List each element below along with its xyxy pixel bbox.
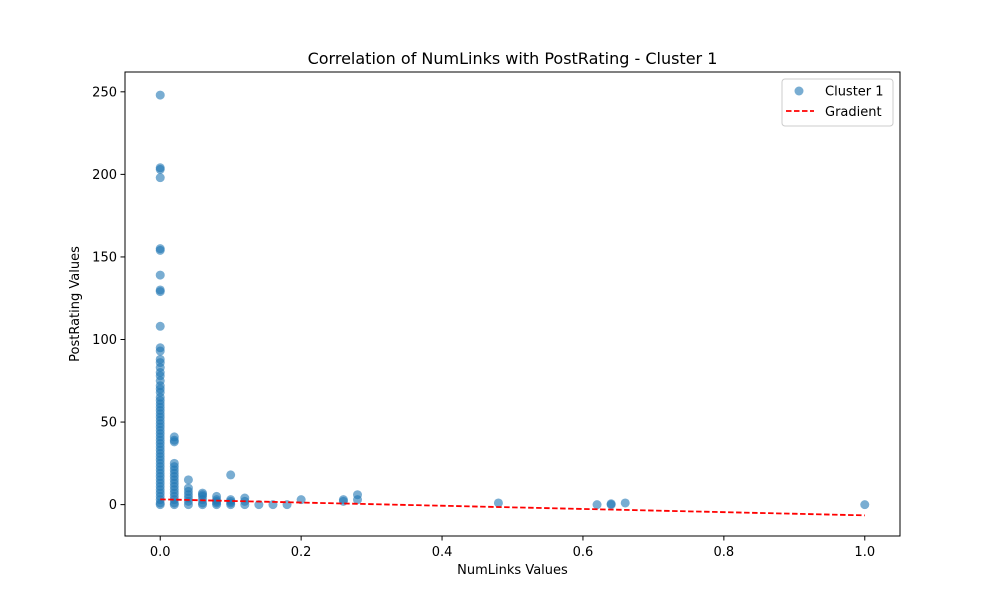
y-axis-ticks: 0 50 100 150 200 250 [92, 85, 125, 513]
y-tick-label-4: 200 [92, 168, 117, 183]
gradient-line [160, 498, 865, 517]
scatter-point-111 [860, 500, 870, 510]
scatter-point-6 [155, 270, 165, 280]
x-tick-label-4: 0.8 [714, 545, 735, 560]
x-tick-label-5: 1.0 [854, 545, 875, 560]
x-tick-label-1: 0.2 [291, 545, 312, 560]
scatter-point-5 [155, 245, 165, 255]
x-axis-label: NumLinks Values [457, 563, 568, 578]
scatter-point-94 [226, 500, 236, 510]
x-tick-label-2: 0.4 [432, 545, 453, 560]
scatter-point-106 [493, 498, 503, 508]
y-axis-label: PostRating Values [68, 246, 83, 362]
scatter-point-71 [169, 500, 179, 510]
y-tick-label-0: 0 [109, 498, 117, 513]
scatter-point-84 [198, 500, 207, 510]
scatter-point-0 [155, 90, 165, 100]
scatter-point-8 [155, 287, 165, 297]
scatter-point-9 [155, 321, 165, 331]
plot-area-frame [124, 71, 901, 537]
scatter-point-105 [353, 495, 362, 505]
scatter-point-3 [155, 173, 165, 183]
scatter-point-2 [155, 164, 165, 174]
scatter-point-57 [169, 437, 179, 447]
legend: Cluster 1 Gradient [781, 78, 894, 127]
x-axis-ticks: 0.0 0.2 0.4 0.6 0.8 1.0 [150, 536, 875, 560]
y-tick-label-1: 50 [100, 416, 117, 431]
scatter-point-90 [226, 470, 236, 480]
chart-title: Correlation of NumLinks with PostRating … [308, 49, 718, 68]
y-tick-label-5: 250 [92, 85, 117, 100]
scatter-point-72 [183, 475, 193, 485]
scatter-point-54 [155, 500, 165, 510]
x-tick-label-0: 0.0 [150, 545, 171, 560]
legend-box [781, 78, 894, 127]
legend-label-cluster-1: Cluster 1 [825, 85, 884, 100]
scatter-point-109 [606, 499, 616, 509]
y-tick-label-3: 150 [92, 250, 117, 265]
gradient-line-layer [160, 498, 865, 517]
scatter-point-11 [155, 346, 165, 356]
legend-marker-cluster-1 [794, 86, 804, 96]
scatter-point-78 [183, 500, 193, 510]
legend-label-gradient: Gradient [825, 105, 882, 120]
scatter-point-89 [212, 500, 222, 510]
scatter-point-97 [240, 500, 250, 510]
x-tick-label-3: 0.6 [573, 545, 594, 560]
scatter-points [155, 90, 870, 510]
scatter-point-107 [592, 500, 602, 510]
y-tick-label-2: 100 [92, 333, 117, 348]
scatter-point-110 [620, 498, 630, 508]
